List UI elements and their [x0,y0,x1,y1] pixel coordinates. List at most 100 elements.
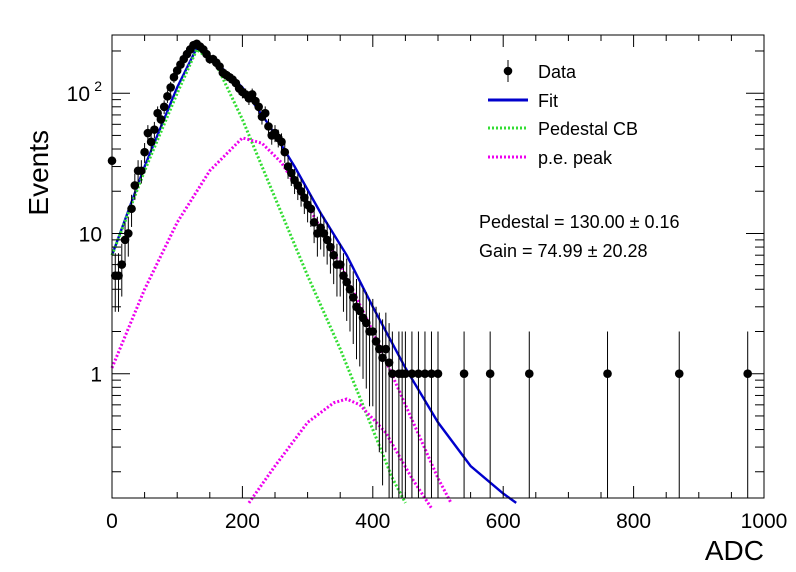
data-marker [375,344,384,354]
x-tick-label: 600 [486,510,521,533]
data-point [388,331,397,498]
data-point [319,216,329,257]
legend-marker [503,66,513,76]
data-marker [459,369,469,379]
data-point [156,112,166,128]
x-tick-label: 800 [616,510,651,533]
data-marker [674,369,684,379]
x-tick-label: 1000 [741,510,788,533]
fit-results: Pedestal = 130.00 ± 0.16 Gain = 74.99 ± 2… [479,212,680,261]
data-point [355,282,365,367]
data-point [120,222,130,265]
x-axis-label: ADC [705,535,764,566]
data-marker [150,125,159,134]
data-marker [254,102,263,112]
data-point [254,100,263,115]
data-point [485,331,495,498]
data-marker [137,166,146,176]
data-marker [280,147,290,157]
data-point [166,81,175,94]
data-point [375,312,384,453]
data-marker [283,162,293,171]
data-point [335,243,345,297]
data-point [163,90,172,103]
data-marker [117,260,127,269]
data-marker [322,235,332,245]
data-marker [384,358,394,367]
series-pedestal-cb [110,47,407,504]
data-marker [287,168,296,178]
data-marker [485,369,495,379]
data-point [306,194,316,227]
data-marker [342,277,352,287]
data-marker [277,137,286,147]
data-marker [348,293,358,302]
legend-label: p.e. peak [538,148,613,168]
legend: Data Fit Pedestal CB p.e. peak [488,60,638,168]
data-marker [309,218,319,227]
data-point [381,312,391,453]
data-marker [120,235,130,245]
data-marker [361,318,371,328]
data-marker [407,369,417,379]
fit-curves [110,46,517,510]
y-tick-label: 1 [90,364,102,387]
legend-entry-pedestal: Pedestal CB [488,119,638,139]
data-marker [156,115,166,124]
data-point [401,331,410,498]
data-point [264,118,273,135]
x-tick-label: 200 [225,510,260,533]
data-marker [524,369,534,379]
data-marker [143,128,153,138]
legend-label: Fit [538,91,558,111]
x-tick-label: 400 [355,510,390,533]
data-marker [169,72,179,82]
data-point [300,184,309,215]
data-point [420,331,430,498]
data-marker [371,337,381,346]
data-marker [127,204,136,214]
data-point [524,331,534,498]
y-tick-label: 10 [67,83,90,106]
data-marker [326,242,335,252]
data-marker [166,83,175,92]
data-marker [300,193,309,202]
data-marker [355,306,365,316]
data-point [277,133,286,152]
data-point [169,72,179,83]
data-marker [381,344,391,354]
data-marker [420,369,430,379]
data-point [368,298,378,407]
data-point [280,142,290,163]
legend-entry-fit: Fit [488,91,558,111]
data-marker [345,284,355,294]
legend-entry-data: Data [503,60,577,82]
y-tick-label: 10 [79,223,102,246]
data-point [117,243,127,297]
y-axis-label: Events [23,130,54,216]
data-point [260,106,270,121]
data-point [140,142,149,163]
data-point [137,160,146,184]
data-point [427,331,436,498]
data-point [326,228,335,274]
data-point [329,235,338,285]
data-point [130,173,140,201]
data-marker [159,102,169,112]
data-point [309,206,319,244]
data-point [433,331,443,498]
data-marker [319,229,329,238]
data-marker [296,186,306,196]
data-point [674,331,684,498]
y-tick-exponent: 2 [94,78,102,94]
data-marker [378,353,387,363]
data-marker [388,369,397,379]
data-point [361,292,371,389]
data-marker [146,137,156,147]
data-point [414,331,423,498]
data-marker [414,369,423,379]
data-point [159,100,169,115]
data-point [296,178,306,207]
data-marker [427,369,436,379]
